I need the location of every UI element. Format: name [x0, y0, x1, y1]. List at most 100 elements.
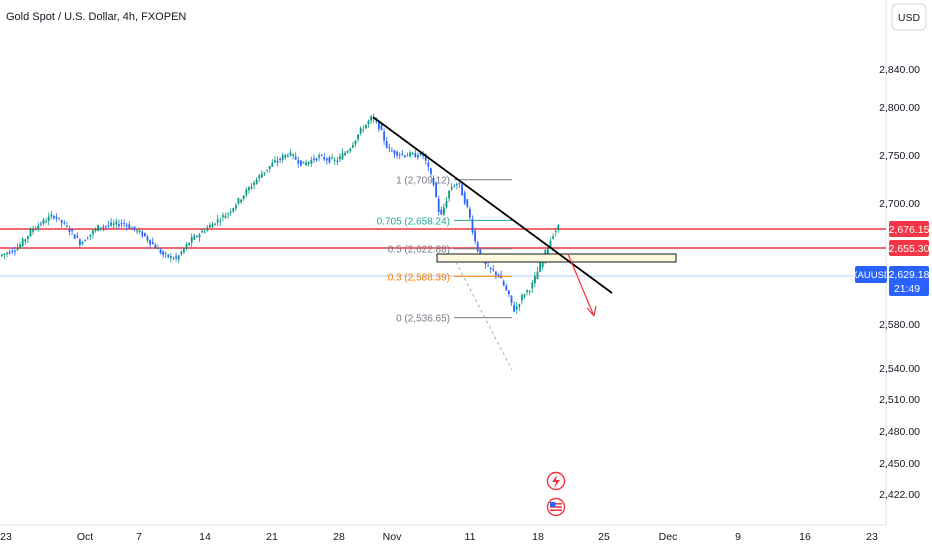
candle-body [489, 267, 492, 269]
supply-zone-rectangle[interactable] [436, 253, 677, 263]
candle-body [315, 158, 318, 161]
candle-body [216, 219, 219, 223]
candle-body [307, 161, 310, 164]
candle-body [539, 262, 541, 272]
candle-body [1, 254, 3, 257]
candle-body [383, 131, 385, 141]
chart-title: Gold Spot / U.S. Dollar, 4h, FXOPEN [6, 11, 186, 23]
candle-body [281, 155, 284, 160]
candle-body [266, 169, 268, 171]
candle-body [513, 304, 515, 312]
candle-body [118, 224, 120, 227]
candle-body [141, 231, 144, 237]
price-tick-label: 2,450.00 [879, 458, 920, 470]
candle-body [86, 238, 89, 240]
candle-body [284, 154, 287, 158]
fib-level-label: 1 (2,709.12) [396, 176, 450, 187]
candle-body [502, 280, 505, 286]
date-tick-label: 28 [333, 531, 345, 543]
candle-body [227, 213, 229, 215]
candle-body [255, 179, 258, 184]
candle-body [406, 155, 409, 157]
price-axis[interactable]: 2,840.00 2,800.00 2,750.00 2,700.00 2,580.00… [879, 64, 920, 501]
candle-body [302, 161, 305, 164]
candle-body [37, 225, 40, 229]
svg-text:2,629.18: 2,629.18 [889, 269, 930, 281]
candle-body [263, 172, 266, 174]
candle-body [333, 159, 336, 161]
candle-body [411, 152, 414, 155]
candle-body [414, 153, 417, 158]
fibonacci-retracement[interactable]: 1 (2,709.12) 0.705 (2,658.24) 0.5 (2,622.8… [377, 176, 512, 325]
candle-body [219, 221, 222, 223]
candle-body [167, 254, 170, 258]
candle-body [323, 156, 326, 160]
candle-body [341, 153, 344, 160]
candle-body [245, 189, 248, 196]
candle-body [107, 225, 110, 227]
svg-text:2,676.15: 2,676.15 [889, 224, 930, 236]
price-tick-label: 2,422.00 [879, 489, 920, 501]
candle-body [450, 186, 453, 190]
currency-button[interactable]: USD [891, 3, 927, 31]
candle-body [510, 295, 513, 303]
candle-body [8, 251, 11, 254]
candle-body [365, 124, 367, 129]
date-tick-label: Dec [659, 531, 678, 543]
fib-level-label: 0.705 (2,658.24) [377, 216, 450, 227]
date-tick-label: Oct [77, 531, 93, 543]
last-price-label: 2,629.18 21:49 [889, 266, 930, 296]
date-axis[interactable]: 23 Oct 7 14 21 28 Nov 11 18 25 Dec 9 16 23 [0, 531, 878, 543]
candle-body [492, 269, 495, 271]
candle-body [547, 247, 549, 255]
candle-body [554, 231, 557, 233]
fib-level-label: 0.3 (2,588.39) [388, 272, 450, 283]
us-flag-icon[interactable] [546, 497, 566, 517]
candle-body [362, 129, 365, 131]
lightning-icon[interactable] [546, 471, 566, 491]
candle-body [359, 127, 362, 134]
candle-body [456, 184, 458, 186]
candle-body [50, 214, 53, 217]
projection-arrow[interactable] [567, 253, 597, 317]
candle-body [27, 236, 29, 239]
candle-body [146, 236, 149, 241]
candle-body [424, 153, 427, 161]
price-tick-label: 2,750.00 [879, 150, 920, 162]
candle-body [536, 271, 539, 280]
candle-body [42, 219, 45, 224]
candle-body [123, 223, 125, 225]
candle-body [157, 248, 159, 250]
candle-body [79, 239, 81, 246]
candle-body [214, 223, 216, 225]
candle-body [55, 216, 58, 219]
candle-body [180, 251, 183, 255]
candle-body [531, 282, 534, 289]
price-tick-label: 2,800.00 [879, 102, 920, 114]
candle-body [190, 237, 193, 243]
candle-body [417, 155, 419, 158]
candle-body [495, 271, 497, 275]
candle-body [432, 177, 435, 185]
candle-body [211, 224, 214, 228]
candle-body [271, 162, 274, 167]
candle-body [380, 124, 383, 131]
candle-body [505, 285, 508, 291]
candle-body [391, 150, 393, 152]
candle-body [66, 225, 68, 227]
candle-body [349, 148, 352, 151]
candle-body [99, 227, 102, 229]
price-tick-label: 2,540.00 [879, 363, 920, 375]
candle-body [479, 249, 482, 258]
candle-body [326, 158, 328, 161]
candle-body [177, 255, 180, 260]
candle-body [396, 151, 398, 156]
date-tick-label: 23 [0, 531, 12, 543]
candle-body [549, 241, 552, 249]
candle-body [385, 140, 388, 148]
date-tick-label: 21 [266, 531, 278, 543]
candle-body [474, 230, 476, 242]
candle-body [29, 229, 32, 237]
